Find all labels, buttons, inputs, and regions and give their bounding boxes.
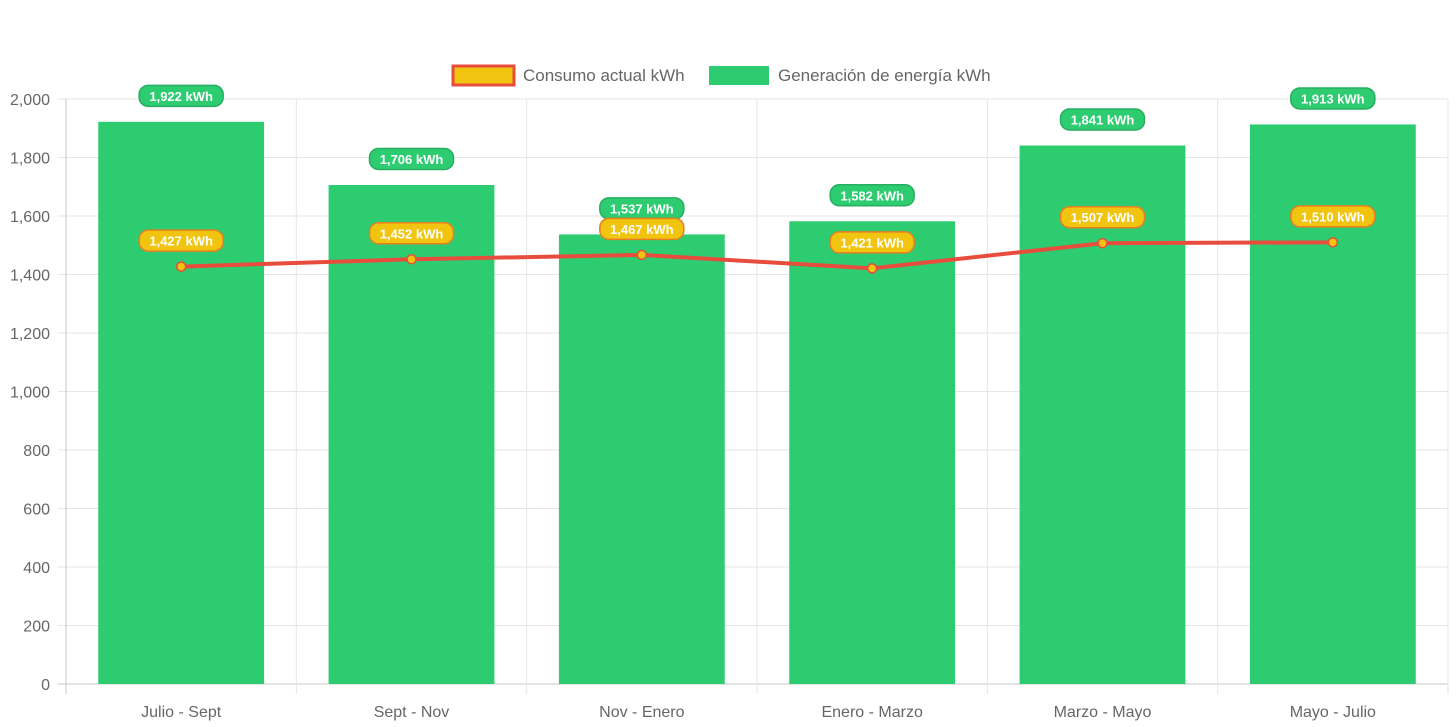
bar	[1019, 145, 1186, 684]
line-data-label: 1,510 kWh	[1301, 209, 1365, 224]
bar-data-label-bg	[138, 84, 224, 108]
bar-data-label: 1,706 kWh	[380, 152, 444, 167]
legend-label-consumo: Consumo actual kWh	[523, 66, 685, 85]
line-data-label-bg	[599, 217, 685, 241]
x-tick-label: Nov - Enero	[599, 704, 684, 721]
x-tick-label: Enero - Marzo	[821, 704, 922, 721]
line-point	[175, 261, 187, 272]
grid	[58, 98, 1449, 694]
line-point	[636, 249, 648, 261]
bar-data-label: 1,841 kWh	[1071, 113, 1135, 128]
bar-data-label: 1,922 kWh	[149, 89, 213, 104]
bar-data-label-bg	[829, 184, 915, 207]
line-point	[1327, 237, 1339, 248]
bar-series	[98, 121, 1416, 685]
y-axis: 0 200 400 600 800 1,000 1,200 1,400 1,600 1,800 2,…	[10, 92, 50, 694]
bar-data-label: 1,913 kWh	[1301, 91, 1365, 106]
line-data-label-bg	[829, 231, 915, 254]
y-tick-label: 1,400	[10, 268, 50, 285]
legend-swatch-consumo	[451, 64, 516, 87]
line-path	[181, 240, 1333, 271]
bar	[558, 234, 725, 685]
legend-item-generacion[interactable]: Generación de energía kWh	[709, 66, 991, 85]
legend-swatch-generacion	[709, 66, 769, 85]
x-tick-label: Mayo - Julio	[1290, 704, 1376, 721]
line-point	[406, 254, 417, 265]
x-axis: Julio - Sept Sept - Nov Nov - Enero Enero -…	[141, 704, 1376, 721]
line-data-label: 1,427 kWh	[149, 234, 213, 249]
line-data-label: 1,467 kWh	[610, 222, 674, 237]
line-series	[175, 237, 1339, 274]
bar-data-label-bg	[1059, 108, 1146, 131]
y-tick-label: 200	[23, 619, 50, 636]
x-tick-label: Marzo - Mayo	[1054, 704, 1152, 721]
x-tick-label: Julio - Sept	[141, 704, 222, 721]
line-data-label: 1,452 kWh	[380, 226, 444, 241]
y-tick-label: 0	[41, 677, 50, 694]
line-data-label-bg	[1290, 205, 1376, 228]
y-tick-label: 400	[23, 560, 50, 577]
line-point	[866, 263, 878, 274]
bar	[328, 184, 495, 684]
data-labels: 1,922 kWh 1,706 kWh 1,537 kWh 1,582 kWh 1,84…	[138, 84, 1376, 254]
y-tick-label: 1,800	[10, 151, 50, 168]
bar	[98, 121, 265, 684]
bar	[789, 221, 956, 684]
x-tick-label: Sept - Nov	[374, 704, 450, 721]
y-tick-label: 1,000	[10, 385, 50, 402]
legend-label-generacion: Generación de energía kWh	[778, 66, 991, 85]
bar-data-label: 1,537 kWh	[610, 201, 674, 216]
legend-item-consumo[interactable]: Consumo actual kWh	[451, 64, 685, 87]
y-tick-label: 600	[23, 502, 50, 519]
y-tick-label: 1,600	[10, 209, 50, 226]
line-data-label-bg	[368, 222, 455, 245]
bar-data-label: 1,582 kWh	[840, 188, 904, 203]
y-tick-label: 2,000	[10, 92, 50, 109]
y-tick-label: 800	[23, 443, 50, 460]
line-data-label-bg	[138, 229, 224, 252]
line-point	[1097, 237, 1108, 249]
bar-data-label-bg	[1290, 87, 1376, 110]
y-tick-label: 1,200	[10, 326, 50, 343]
line-data-label-bg	[1059, 205, 1146, 229]
bar-data-label-bg	[368, 147, 455, 171]
legend[interactable]: Consumo actual kWh Generación de energía…	[451, 64, 991, 87]
line-data-label: 1,507 kWh	[1071, 210, 1135, 225]
line-data-label: 1,421 kWh	[840, 235, 904, 250]
